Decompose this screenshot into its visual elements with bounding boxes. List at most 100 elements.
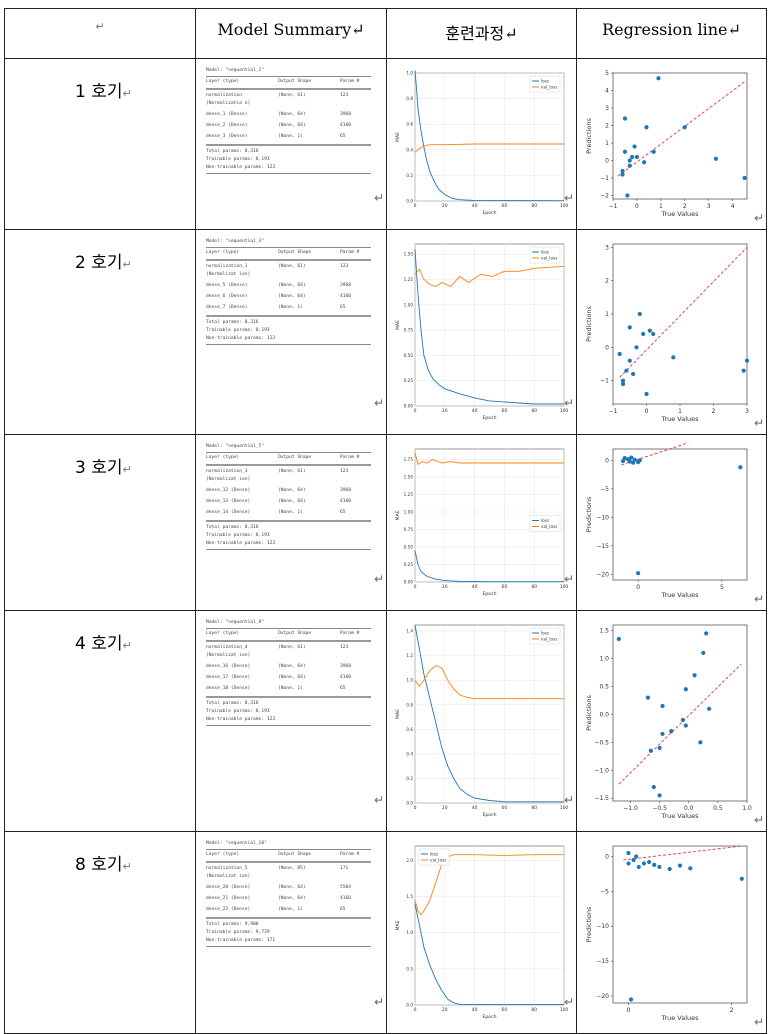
y-tick-label: 2 bbox=[605, 278, 609, 285]
data-point bbox=[646, 859, 652, 865]
data-point bbox=[683, 723, 688, 728]
data-point bbox=[642, 160, 647, 165]
legend-label: loss bbox=[430, 852, 438, 857]
summary-layer-cell: (None, 1) bbox=[278, 686, 303, 691]
data-point bbox=[651, 331, 656, 337]
data-point bbox=[645, 695, 651, 700]
summary-layer-cell: dense_14 (Dense) bbox=[206, 510, 251, 515]
summary-total-line: Total params: 8,316 bbox=[206, 149, 259, 154]
data-point bbox=[698, 740, 703, 745]
summary-layer-cell: (None, 61) bbox=[278, 93, 306, 98]
x-tick-label: 2 bbox=[683, 203, 687, 210]
y-tick-label: 0.4 bbox=[406, 147, 413, 152]
return-mark: ↵ bbox=[122, 860, 132, 873]
y-tick-label: 1.4 bbox=[406, 629, 413, 634]
legend-box bbox=[529, 515, 561, 532]
y-tick-label: 0.25 bbox=[404, 378, 414, 383]
summary-rule bbox=[206, 628, 371, 629]
y-axis-label: MAE bbox=[395, 920, 401, 930]
y-tick-label: 1.25 bbox=[404, 492, 414, 497]
summary-layer-cell: (None, 64) bbox=[278, 123, 306, 128]
header-blank: ↵ bbox=[95, 20, 105, 33]
summary-layer-cell: (None, 64) bbox=[278, 283, 306, 288]
x-tick-label: 0.0 bbox=[684, 805, 694, 812]
summary-rule bbox=[206, 861, 371, 863]
data-point bbox=[620, 458, 626, 464]
regression-line bbox=[619, 247, 748, 378]
model-name: Model: "sequential_10" bbox=[206, 841, 267, 846]
regression-line bbox=[621, 443, 690, 466]
unit-label: 2 호기↵ bbox=[6, 231, 195, 273]
summary-rule bbox=[206, 315, 371, 317]
y-tick-label: 0 bbox=[605, 344, 609, 351]
data-point bbox=[626, 850, 631, 856]
unit-label-cell: 3 호기↵ bbox=[4, 434, 196, 611]
data-point bbox=[701, 650, 706, 656]
data-point bbox=[622, 149, 628, 154]
summary-layer-row: dense_12 (Dense) (None, 64) 3968 bbox=[206, 487, 371, 495]
x-tick-label: 80 bbox=[531, 805, 537, 811]
regression-cell: 0 5 0 −5 −10 −15 −20 True Values Predictions ↵ bbox=[576, 434, 767, 611]
summary-header-cell: Layer (type) bbox=[206, 852, 240, 857]
data-point bbox=[652, 862, 657, 867]
summary-layer-cell: 3968 bbox=[340, 664, 352, 669]
summary-layer-row: dense_17 (Dense) (None, 64) 4160 bbox=[206, 674, 371, 682]
legend-label: val_loss bbox=[541, 637, 557, 642]
data-point bbox=[631, 857, 636, 863]
regression-line bbox=[618, 663, 742, 785]
return-mark: ↵ bbox=[753, 211, 764, 225]
header-regression-text: Regression line↵ bbox=[602, 20, 741, 39]
y-tick-label: 0.6 bbox=[406, 122, 413, 127]
plot-frame bbox=[612, 624, 748, 802]
legend-label: val_loss bbox=[541, 524, 557, 529]
return-mark: ↵ bbox=[563, 572, 574, 586]
unit-row: 2 호기↵ Model: "sequential_3" Layer (type) Ou… bbox=[4, 229, 767, 435]
y-tick-label: 4 bbox=[605, 88, 609, 95]
return-mark: ↵ bbox=[122, 463, 132, 476]
y-tick-label: 0.50 bbox=[404, 353, 414, 358]
data-point bbox=[644, 125, 649, 130]
summary-layer-cell: 123 bbox=[340, 645, 349, 650]
return-mark: ↵ bbox=[753, 813, 764, 827]
regression-cell: −1.0 −0.5 0.0 0.5 1.0 −1.5 −1.0 −0.5 0.0 0.5 1.0 1.… bbox=[576, 610, 767, 832]
x-tick-label: 0 bbox=[627, 1007, 631, 1014]
summary-rule bbox=[206, 464, 371, 466]
y-tick-label: 1.5 bbox=[406, 894, 413, 899]
unit-label-text: 4 호기 bbox=[75, 634, 123, 654]
regression-chart: 0 5 0 −5 −10 −15 −20 True Values Predictions bbox=[585, 443, 748, 599]
y-tick-label: 1.0 bbox=[599, 656, 609, 663]
data-point bbox=[627, 459, 632, 464]
y-tick-label: −0.5 bbox=[594, 739, 609, 746]
summary-layer-cell: (None, 1) bbox=[278, 907, 303, 912]
summary-layer-cell: dense_2 (Dense) bbox=[206, 123, 248, 128]
x-axis-label: Epoch bbox=[482, 210, 496, 216]
header-model-summary: Model Summary↵ bbox=[195, 8, 387, 59]
summary-layer-cell: 65 bbox=[340, 907, 346, 912]
summary-layer-row: normalization_4 (Normalizat ion) (None, 6… bbox=[206, 644, 371, 660]
unit-label-text: 1 호기 bbox=[75, 82, 123, 102]
loss-line bbox=[414, 70, 565, 202]
x-tick-label: −0.5 bbox=[652, 805, 667, 812]
summary-layer-cell: 65 bbox=[340, 305, 346, 310]
summary-layer-cell: (None, 64) bbox=[278, 675, 306, 680]
y-tick-label: 1.50 bbox=[404, 252, 414, 257]
summary-layer-cell: 3968 bbox=[340, 112, 352, 117]
summary-layer-cell: 171 bbox=[340, 866, 349, 871]
y-axis-label: Predictions bbox=[585, 906, 593, 942]
plot-frame bbox=[414, 845, 565, 1006]
data-point bbox=[637, 458, 642, 463]
summary-layer-cell: (None, 64) bbox=[278, 499, 306, 504]
training-cell: 0 20 40 60 80 100 0.00 0.25 0.50 0.75 1.00 1.25 1.50… bbox=[386, 434, 577, 611]
summary-layer-cell: (None, 64) bbox=[278, 885, 306, 890]
plot-frame bbox=[414, 624, 565, 804]
x-tick-label: −1.0 bbox=[623, 805, 638, 812]
x-tick-label: 20 bbox=[442, 584, 448, 590]
y-tick-label: 1.00 bbox=[404, 302, 414, 307]
data-point bbox=[634, 854, 639, 859]
data-point bbox=[620, 378, 626, 383]
summary-layer-cell: 4160 bbox=[340, 294, 352, 299]
data-point bbox=[657, 745, 662, 751]
x-tick-label: 100 bbox=[560, 584, 568, 590]
training-cell: 0 20 40 60 80 100 0.0 0.2 0.4 0.6 0.8 1.0 1.2 1.4 Epoc… bbox=[386, 610, 577, 832]
summary-layer-row: normalization_1 (Normalizat ion) (None, 6… bbox=[206, 263, 371, 279]
